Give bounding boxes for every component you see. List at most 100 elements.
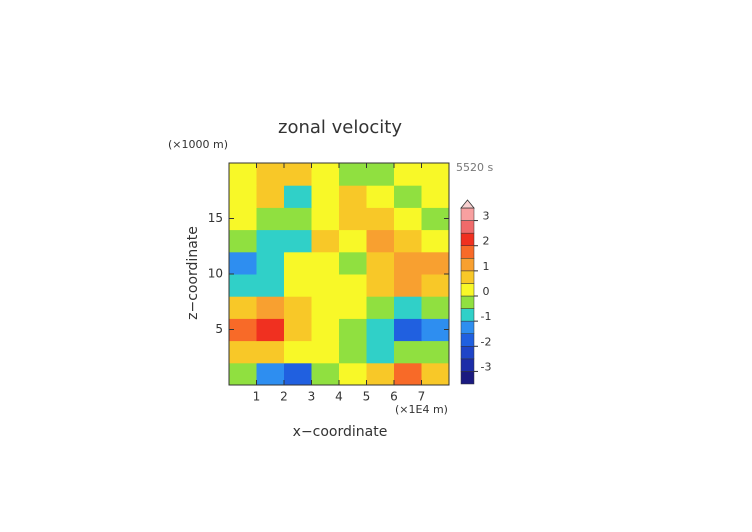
y-axis-label: z−coordinate [185, 226, 201, 320]
colorbar-segment [460, 258, 475, 272]
contour-cell [421, 318, 450, 342]
x-tick-label: 7 [418, 390, 426, 404]
contour-cell [421, 163, 450, 186]
x-unit: (×1E4 m) [395, 403, 448, 416]
contour-cell [421, 251, 450, 275]
colorbar-segment [460, 346, 475, 360]
colorbar-segment [460, 358, 475, 372]
x-tick-label: 5 [363, 390, 371, 404]
colorbar-tick-label: 0 [483, 285, 490, 298]
contour-cell [421, 207, 450, 231]
colorbar-segment [460, 295, 475, 309]
colorbar-segment [460, 270, 475, 284]
contour-cell [366, 251, 395, 275]
x-axis-label: x−coordinate [293, 424, 388, 440]
colorbar-segment [460, 283, 475, 297]
contour-cell [229, 251, 257, 275]
colorbar-segment [460, 320, 475, 334]
contour-cell [256, 163, 285, 186]
colorbar-extend [460, 199, 475, 209]
contour-cell [311, 296, 340, 319]
contour-cell [229, 229, 257, 253]
x-tick-label: 6 [390, 390, 398, 404]
contour-cell [229, 163, 257, 186]
contour-cell [256, 274, 285, 297]
y-tick-label: 5 [215, 322, 223, 336]
contour-cell [284, 274, 312, 297]
colorbar-tick-label: 3 [483, 210, 490, 223]
contour-cell [311, 274, 340, 297]
contour-cell [229, 318, 257, 342]
contour-cell [394, 340, 422, 364]
contour-cell [284, 251, 312, 275]
colorbar-segment [460, 220, 475, 234]
x-tick-label: 1 [253, 390, 261, 404]
colorbar-segment [460, 308, 475, 322]
contour-cell [229, 274, 257, 297]
x-tick-label: 3 [308, 390, 316, 404]
contour-cell [311, 163, 340, 186]
contour-cell [394, 251, 422, 275]
contour-cell [229, 185, 257, 208]
contour-cell [421, 296, 450, 319]
contour-cell [366, 318, 395, 342]
contour-cell [311, 251, 340, 275]
contour-cell [394, 163, 422, 186]
contour-cell [256, 207, 285, 231]
colorbar-segment [460, 232, 475, 246]
contour-cell [339, 362, 367, 386]
contour-cell [339, 229, 367, 253]
contour-cell [284, 185, 312, 208]
contour-cell [366, 362, 395, 386]
contour-cell [229, 207, 257, 231]
contour-cell [421, 340, 450, 364]
contour-cell [421, 229, 450, 253]
contour-cell [339, 340, 367, 364]
contour-cell [256, 362, 285, 386]
colorbar-segment [460, 333, 475, 347]
contour-cell [311, 229, 340, 253]
contour-cell [394, 274, 422, 297]
contour-cell [339, 274, 367, 297]
contour-cell [366, 185, 395, 208]
contour-cell [311, 340, 340, 364]
contour-cell [256, 229, 285, 253]
contour-cell [421, 362, 450, 386]
contour-cell [311, 207, 340, 231]
contour-cell [256, 340, 285, 364]
colorbar-segment [460, 245, 475, 259]
contour-cell [311, 185, 340, 208]
contour-cell [366, 296, 395, 319]
contour-cell [256, 185, 285, 208]
contour-cell [339, 185, 367, 208]
contour-cell [284, 362, 312, 386]
contour-cell [366, 274, 395, 297]
contour-cell [284, 318, 312, 342]
y-tick-label: 15 [208, 211, 223, 225]
contour-cell [284, 296, 312, 319]
colorbar-tick-label: 2 [483, 235, 490, 248]
contour-cell [394, 207, 422, 231]
contour-cell [394, 318, 422, 342]
colorbar-tick-label: -1 [481, 310, 492, 323]
contour-cell [394, 296, 422, 319]
colorbar-segment [460, 207, 475, 221]
contour-cell [284, 340, 312, 364]
contour-cell [339, 318, 367, 342]
contour-cell [366, 340, 395, 364]
contour-cell [339, 296, 367, 319]
contour-cell [229, 296, 257, 319]
contour-cell [311, 362, 340, 386]
contour-cell [311, 318, 340, 342]
contour-cell [394, 185, 422, 208]
contour-cell [394, 362, 422, 386]
contour-cell [339, 163, 367, 186]
contour-cell [284, 207, 312, 231]
contour-cell [229, 340, 257, 364]
colorbar-tick-label: -2 [481, 335, 492, 348]
contour-cell [366, 207, 395, 231]
contour-cell [339, 207, 367, 231]
x-tick-label: 4 [335, 390, 343, 404]
contour-cell [256, 296, 285, 319]
